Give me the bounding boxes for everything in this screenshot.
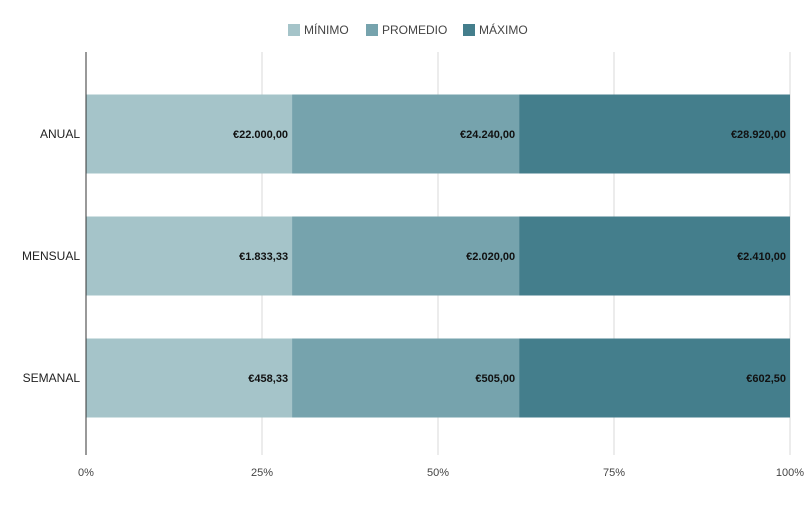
bar-semanal-1 [292, 338, 520, 418]
data-labels: €22.000,00 €24.240,00 €28.920,00 €1.833,33 €… [233, 129, 786, 385]
bars [86, 94, 790, 418]
bar-mensual-1 [292, 216, 520, 296]
data-label: €2.020,00 [466, 251, 515, 263]
legend: MÍNIMO PROMEDIO MÁXIMO [288, 22, 528, 37]
data-label: €22.000,00 [233, 129, 288, 141]
bar-mensual-2 [519, 216, 790, 296]
legend-swatch [288, 24, 300, 36]
x-tick-label: 100% [776, 467, 804, 479]
x-tick-label: 25% [251, 467, 273, 479]
category-label: SEMANAL [23, 371, 81, 385]
legend-swatch [463, 24, 475, 36]
legend-label: MÁXIMO [479, 22, 528, 37]
data-label: €28.920,00 [731, 129, 786, 141]
bar-mensual-0 [86, 216, 293, 296]
data-label: €458,33 [248, 373, 288, 385]
category-label: ANUAL [40, 127, 80, 141]
x-tick-label: 50% [427, 467, 449, 479]
x-tick-label: 0% [78, 467, 94, 479]
legend-label: MÍNIMO [304, 22, 349, 37]
data-label: €602,50 [746, 373, 786, 385]
axes: 0% 25% 50% 75% 100% ANUAL MENSUAL SEMANAL [22, 52, 804, 479]
legend-swatch [366, 24, 378, 36]
data-label: €505,00 [475, 373, 515, 385]
category-label: MENSUAL [22, 249, 80, 263]
legend-label: PROMEDIO [382, 23, 447, 37]
data-label: €2.410,00 [737, 251, 786, 263]
bar-anual-1 [292, 94, 520, 174]
bar-anual-2 [519, 94, 790, 174]
bar-anual-0 [86, 94, 293, 174]
bar-semanal-2 [519, 338, 790, 418]
data-label: €1.833,33 [239, 251, 288, 263]
x-tick-label: 75% [603, 467, 625, 479]
bar-semanal-0 [86, 338, 293, 418]
data-label: €24.240,00 [460, 129, 515, 141]
